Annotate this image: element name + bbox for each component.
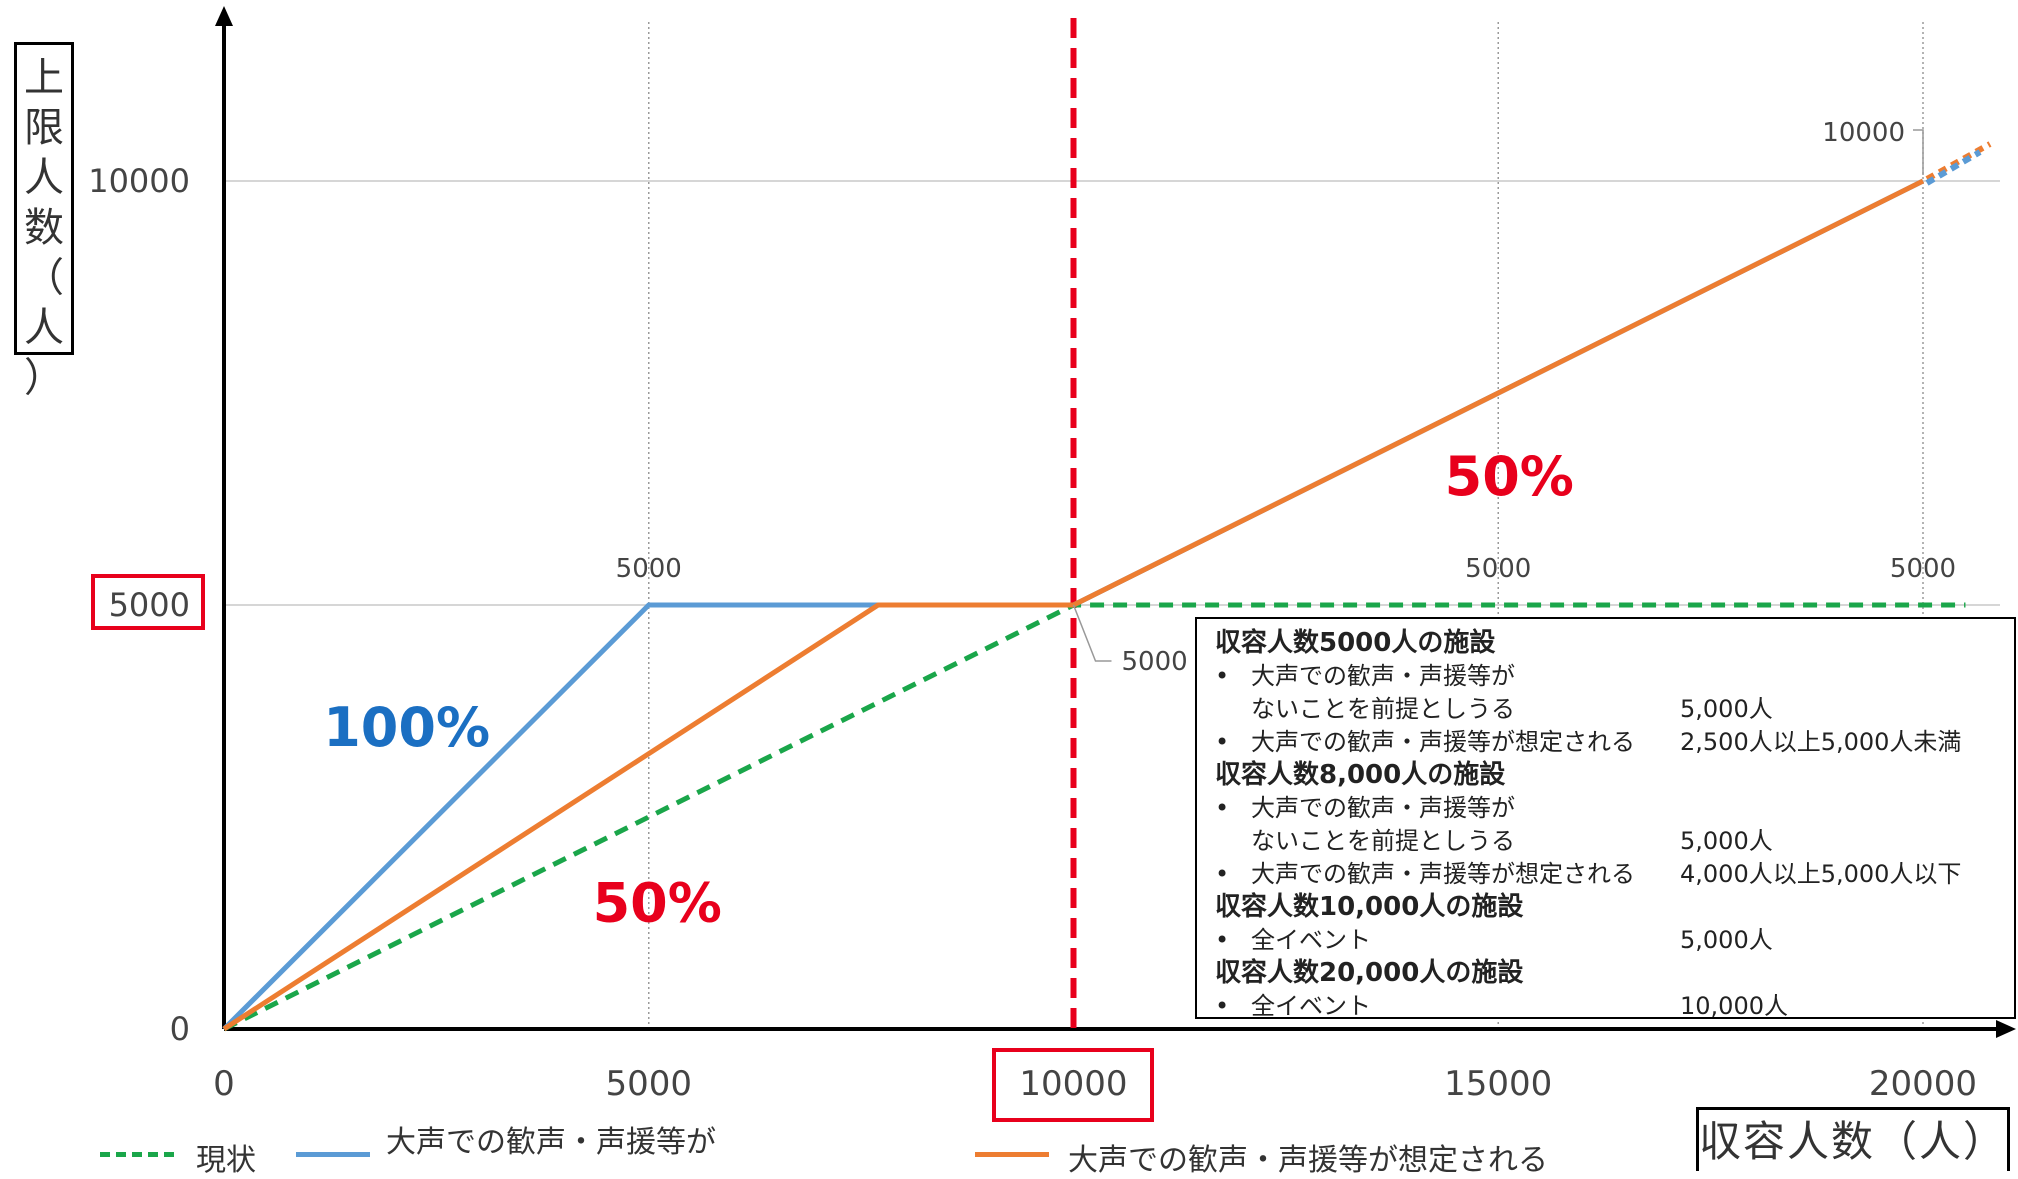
bullet-icon: • <box>1215 728 1230 756</box>
highlight-box-y <box>91 574 205 630</box>
y-axis-label: 上限人数（人） <box>14 42 74 401</box>
y-axis-label-char: 限 <box>24 105 64 151</box>
x-axis-arrow <box>1996 1020 2016 1038</box>
y-tick-label: 0 <box>170 1010 190 1048</box>
info-item-value: 5,000人 <box>1680 827 1773 855</box>
info-item-value: 4,000人以上5,000人以下 <box>1680 860 1962 888</box>
info-item-text: 大声での歓声・声援等が想定される <box>1251 728 1635 756</box>
data-label: 5000 <box>1122 647 1188 677</box>
info-item: ないことを前提としうる 5,000人 <box>1215 825 2014 858</box>
info-item: • 大声での歓声・声援等が想定される 4,000人以上5,000人以下 <box>1215 858 2014 891</box>
x-tick-label: 20000 <box>1869 1064 1977 1104</box>
info-item-text: 大声での歓声・声援等が想定される <box>1251 860 1635 888</box>
info-item-text: 全イベント <box>1251 992 1371 1020</box>
legend-swatch <box>975 1152 1049 1157</box>
info-item-text: ないことを前提としうる <box>1251 827 1515 855</box>
legend-label: 大声での歓声・声援等が <box>386 1125 716 1160</box>
info-heading: 収容人数8,000人の施設 <box>1215 760 1506 790</box>
info-item-value: 5,000人 <box>1680 695 1773 723</box>
data-label: 10000 <box>1822 118 1905 148</box>
highlight-box-x <box>992 1048 1154 1122</box>
legend-label: 現状 <box>196 1143 256 1178</box>
y-tick-label: 10000 <box>88 162 190 200</box>
info-box: 収容人数5000人の施設 • 大声での歓声・声援等が ないことを前提としうる 5,000… <box>1195 617 2016 1020</box>
bullet-icon: • <box>1215 662 1230 690</box>
info-heading: 収容人数10,000人の施設 <box>1215 892 1524 922</box>
y-axis-label-char: （ <box>24 255 64 301</box>
x-tick-label: 10000 <box>1019 1064 1127 1104</box>
y-axis-label-char: 数 <box>24 205 64 251</box>
y-axis-label-char: 上 <box>24 55 64 101</box>
legend-swatch <box>100 1152 174 1157</box>
legend-swatch <box>296 1152 370 1157</box>
data-label: 5000 <box>616 554 682 584</box>
series-line-2 <box>222 178 1925 1032</box>
x-axis-label: 収容人数（人） <box>1696 1107 2010 1171</box>
leader-line <box>1072 604 1112 662</box>
percent-annotation: 50% <box>1445 445 1574 508</box>
info-item: ないことを前提としうる 5,000人 <box>1215 693 2014 726</box>
info-item: • 大声での歓声・声援等が <box>1215 792 2014 825</box>
bullet-icon: • <box>1215 794 1230 822</box>
legend-label: 大声での歓声・声援等が想定される <box>1068 1143 1548 1178</box>
y-axis-arrow <box>215 6 233 26</box>
y-axis-label-char: 人 <box>24 305 64 351</box>
info-item: • 大声での歓声・声援等が想定される 2,500人以上5,000人未満 <box>1215 726 2014 759</box>
info-item: • 全イベント 5,000人 <box>1215 924 2014 957</box>
info-item: • 全イベント 10,000人 <box>1215 990 2014 1023</box>
bullet-icon: • <box>1215 992 1230 1020</box>
x-tick-label: 15000 <box>1444 1064 1552 1104</box>
leader-line <box>1913 129 1924 175</box>
percent-annotation: 50% <box>593 871 722 934</box>
bullet-icon: • <box>1215 860 1230 888</box>
x-tick-label: 5000 <box>605 1064 692 1104</box>
info-item-text: ないことを前提としうる <box>1251 695 1515 723</box>
info-item-text: 大声での歓声・声援等が <box>1251 794 1515 822</box>
info-item-value: 5,000人 <box>1680 926 1773 954</box>
percent-annotation: 100% <box>323 696 490 759</box>
extension-orange <box>1925 141 1992 182</box>
info-item: • 大声での歓声・声援等が <box>1215 660 2014 693</box>
info-item-text: 大声での歓声・声援等が <box>1251 662 1515 690</box>
info-item-value: 10,000人 <box>1680 992 1788 1020</box>
data-label: 5000 <box>1890 554 1956 584</box>
info-item-text: 全イベント <box>1251 926 1371 954</box>
bullet-icon: • <box>1215 926 1230 954</box>
x-tick-label: 0 <box>213 1064 235 1104</box>
info-heading: 収容人数5000人の施設 <box>1215 628 1496 658</box>
extension-blue <box>1925 149 1982 186</box>
y-tick-label: 5000 <box>109 586 190 624</box>
data-label: 5000 <box>1465 554 1531 584</box>
info-item-value: 2,500人以上5,000人未満 <box>1680 728 1962 756</box>
y-axis-label-char: 人 <box>24 155 64 201</box>
info-heading: 収容人数20,000人の施設 <box>1215 958 1524 988</box>
y-axis-label-char: ） <box>24 355 64 401</box>
